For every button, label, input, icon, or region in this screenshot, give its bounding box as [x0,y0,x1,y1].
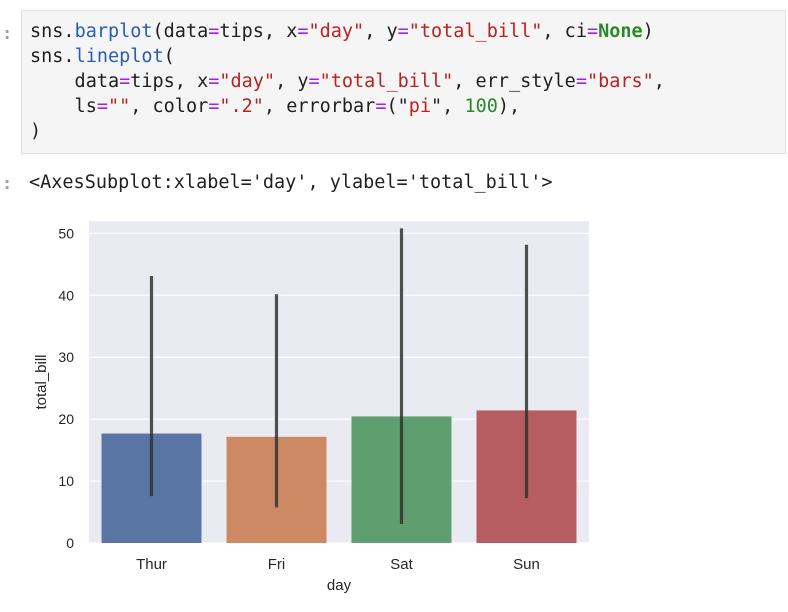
output-prompt: : [2,174,13,194]
x-tick-label: Thur [136,556,167,573]
input-prompt: : [2,24,13,44]
y-tick-labels: 0 10 20 30 40 50 [58,225,74,551]
bar [476,410,577,543]
code-line: sns.barplot(data=tips, x="day", y="total… [30,21,654,42]
bar [101,433,202,543]
x-tick-labels: Thur Fri Sat Sun [136,556,540,573]
error-bars [149,228,529,524]
bar [226,436,327,543]
y-tick-label: 40 [58,287,74,303]
code-line: sns.lineplot( [30,46,175,67]
x-tick-label: Fri [268,556,286,573]
x-axis-label: day [327,577,352,594]
bars [101,410,577,543]
y-tick-label: 0 [66,535,74,551]
y-axis-label: total_bill [33,354,50,409]
bar [351,416,452,543]
y-tick-label: 10 [58,473,74,489]
y-tick-label: 50 [58,225,74,241]
grid-lines [89,232,589,544]
code-line: ) [30,121,42,142]
y-tick-label: 30 [58,349,74,365]
code-line: ls="", color=".2", errorbar=("pi", 100), [30,96,521,117]
code-line: data=tips, x="day", y="total_bill", err_… [30,71,665,92]
output-repr: <AxesSubplot:xlabel='day', ylabel='total… [29,172,553,193]
x-tick-label: Sun [513,556,540,573]
y-tick-label: 20 [58,411,74,427]
plot-area [89,221,589,543]
code-cell[interactable]: sns.barplot(data=tips, x="day", y="total… [21,10,786,154]
x-tick-label: Sat [390,556,413,573]
